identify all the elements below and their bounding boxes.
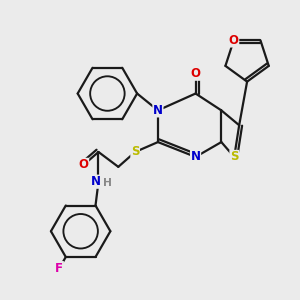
Text: O: O xyxy=(229,34,239,47)
Text: N: N xyxy=(153,104,163,117)
Text: S: S xyxy=(230,150,238,164)
Text: S: S xyxy=(131,146,140,158)
Text: N: N xyxy=(91,175,100,188)
Text: H: H xyxy=(103,178,112,188)
Text: O: O xyxy=(190,67,201,80)
Text: O: O xyxy=(79,158,88,171)
Text: F: F xyxy=(55,262,63,275)
Text: N: N xyxy=(190,150,201,164)
